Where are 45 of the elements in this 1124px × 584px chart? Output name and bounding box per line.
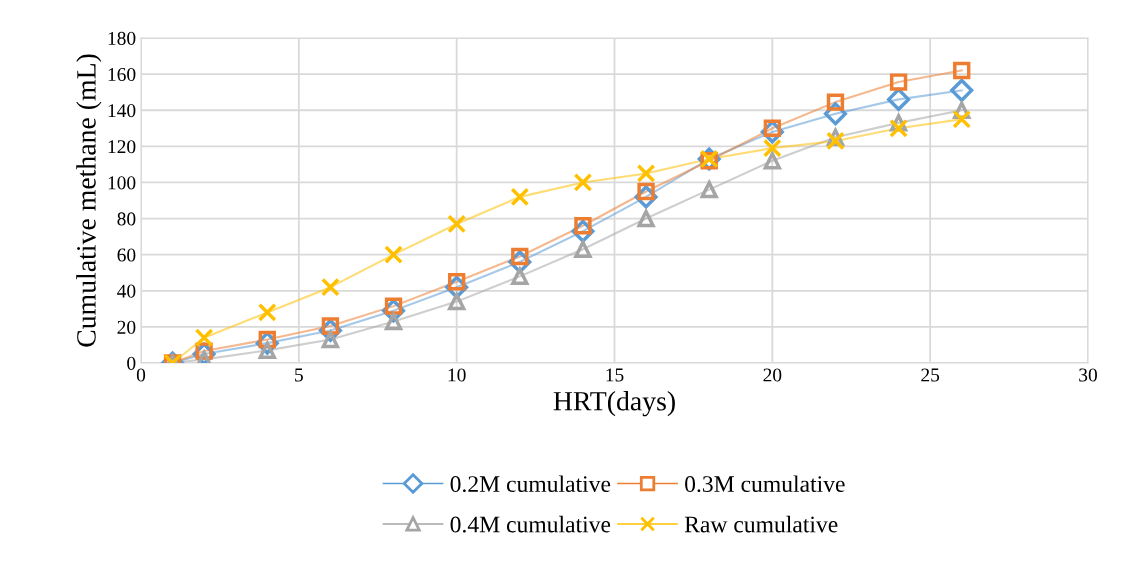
point	[447, 292, 466, 311]
point	[321, 277, 340, 297]
point	[510, 187, 530, 207]
y-tick-label: 180	[108, 31, 136, 45]
y-tick-label: 40	[117, 284, 136, 298]
y-axis-title: Cumulative methane (mL)	[76, 54, 102, 347]
x-tick-label: 20	[763, 368, 782, 382]
y-tick-label: 160	[108, 67, 136, 82]
legend-label: Raw cumulative	[684, 515, 838, 533]
point	[889, 118, 908, 138]
x-tick-label: 5	[295, 368, 303, 382]
x-tick-label: 30	[1079, 368, 1097, 382]
point	[953, 61, 971, 80]
legend-label: 0.4M cumulative	[450, 515, 611, 533]
point	[194, 328, 214, 348]
legend-label: 0.3M cumulative	[685, 475, 845, 493]
point	[384, 245, 403, 265]
point	[573, 238, 593, 258]
point	[763, 152, 782, 170]
y-tick-label: 60	[117, 248, 136, 262]
point	[826, 93, 845, 111]
y-tick-label: 80	[117, 212, 136, 226]
x-tick-label: 15	[606, 368, 624, 382]
y-tick-label: 0	[127, 356, 136, 370]
y-tick-label: 140	[108, 104, 136, 118]
point	[636, 164, 656, 183]
point	[950, 78, 974, 102]
point	[952, 109, 972, 129]
point	[257, 303, 277, 322]
y-tick-label: 100	[108, 176, 136, 190]
y-tick-label: 20	[117, 320, 136, 334]
point	[637, 209, 655, 228]
x-tick-label: 25	[921, 368, 940, 382]
x-axis-title: HRT(days)	[553, 391, 675, 417]
x-tick-label: 0	[136, 368, 146, 382]
point	[573, 173, 593, 192]
point	[700, 180, 718, 199]
legend-label: 0.2M cumulative	[450, 475, 611, 493]
y-tick-label: 120	[108, 140, 136, 154]
point	[447, 214, 467, 234]
point	[826, 131, 845, 151]
x-tick-label: 10	[448, 368, 466, 382]
point	[889, 73, 908, 91]
point	[510, 265, 530, 286]
point	[762, 138, 782, 158]
